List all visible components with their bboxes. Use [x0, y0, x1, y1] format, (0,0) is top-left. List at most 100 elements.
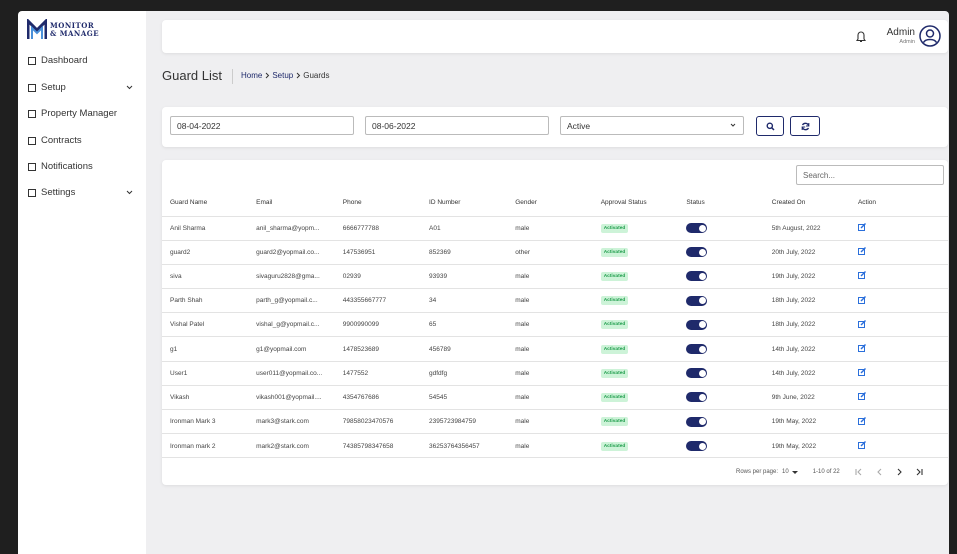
- table-cell: Parth Shah: [162, 288, 249, 313]
- nav-item[interactable]: Notifications: [28, 161, 138, 172]
- approval-badge: Activated: [600, 441, 629, 451]
- action-cell: [849, 433, 948, 458]
- table-cell: 14th July, 2022: [763, 360, 850, 386]
- table-cell: 852369: [421, 239, 508, 265]
- table-cell: 1478523689: [334, 336, 422, 362]
- nav-item[interactable]: Dashboard: [28, 55, 138, 66]
- search-input[interactable]: Search...: [796, 165, 944, 185]
- reset-button[interactable]: [790, 116, 820, 136]
- status-toggle[interactable]: [686, 392, 708, 403]
- breadcrumb-item[interactable]: Home: [241, 71, 263, 80]
- approval-badge: Activated: [600, 320, 629, 330]
- table-row: Vishal Patel vishal_g@yopmail.c... 9900990…: [162, 312, 948, 337]
- table-cell: 5th August, 2022: [763, 215, 850, 241]
- nav-item[interactable]: Settings: [28, 187, 138, 198]
- approval-badge: Activated: [600, 368, 629, 378]
- nav-label: Contracts: [41, 135, 82, 146]
- status-cell: [678, 288, 764, 313]
- action-cell: [849, 408, 948, 434]
- user-name[interactable]: Admin: [886, 27, 915, 38]
- status-toggle[interactable]: [686, 344, 708, 355]
- nav-item[interactable]: Contracts: [28, 135, 138, 146]
- action-cell: [849, 215, 948, 241]
- status-toggle[interactable]: [686, 247, 708, 258]
- main: Admin Admin Guard List Home Setup Guards 0…: [146, 11, 949, 554]
- approval-cell: Activated: [592, 312, 679, 337]
- table-cell: other: [507, 239, 593, 265]
- status-toggle[interactable]: [686, 441, 708, 452]
- table-cell: 74385798347658: [334, 433, 422, 458]
- edit-icon[interactable]: [857, 223, 866, 232]
- table-row: Ironman Mark 3 mark3@stark.com 79858023470…: [162, 408, 948, 434]
- to-date[interactable]: 08-06-2022: [365, 116, 549, 135]
- approval-badge: Activated: [600, 417, 629, 427]
- page-nav[interactable]: [854, 467, 934, 477]
- status-toggle[interactable]: [686, 416, 708, 427]
- table-cell: g1@yopmail.com: [248, 336, 335, 362]
- status-cell: [678, 336, 764, 362]
- table-row: User1 user011@yopmail.co... 1477552 gdfdfg m…: [162, 360, 948, 386]
- search-button[interactable]: [756, 116, 784, 136]
- edit-icon[interactable]: [857, 247, 866, 256]
- table-cell: 4354767686: [334, 384, 422, 410]
- edit-icon[interactable]: [857, 416, 866, 425]
- table-cell: gdfdfg: [421, 360, 508, 386]
- table-cell: male: [507, 433, 593, 458]
- status-toggle[interactable]: [686, 223, 708, 234]
- nav-label: Property Manager: [41, 108, 118, 119]
- table-cell: 02939: [334, 263, 422, 289]
- nav-item[interactable]: Property Manager: [28, 108, 138, 119]
- nav-label: Notifications: [41, 161, 93, 172]
- table-cell: mark2@stark.com: [248, 433, 335, 458]
- table-cell: guard2: [162, 239, 249, 265]
- table-cell: parth_g@yopmail.c...: [248, 288, 335, 313]
- action-cell: [849, 263, 948, 289]
- column-header: Guard Name: [170, 199, 208, 207]
- edit-icon[interactable]: [857, 271, 866, 280]
- breadcrumb-item[interactable]: Setup: [272, 71, 294, 80]
- status-cell: [678, 263, 764, 289]
- table-cell: user011@yopmail.co...: [248, 360, 335, 386]
- table-cell: sivaguru2828@gma...: [248, 263, 335, 289]
- edit-icon[interactable]: [857, 295, 866, 304]
- status-toggle[interactable]: [686, 295, 708, 306]
- approval-badge: Activated: [600, 223, 629, 233]
- page-title: Guard List: [162, 68, 222, 83]
- bell-icon[interactable]: [856, 31, 866, 43]
- edit-icon[interactable]: [857, 441, 866, 450]
- table-cell: 9th June, 2022: [763, 384, 850, 410]
- status-toggle[interactable]: [686, 271, 708, 282]
- approval-badge: Activated: [600, 271, 629, 281]
- table-cell: 147536951: [334, 239, 422, 265]
- from-date[interactable]: 08-04-2022: [170, 116, 354, 135]
- rows-per-page-label: Rows per page:: [736, 469, 779, 475]
- status-cell: [678, 384, 764, 410]
- status-cell: [678, 312, 764, 337]
- table-cell: vikash001@yopmail....: [248, 384, 335, 410]
- approval-badge: Activated: [600, 296, 629, 306]
- status-select[interactable]: Active: [560, 116, 744, 135]
- topbar: Admin Admin: [162, 20, 948, 53]
- status-cell: [678, 239, 764, 265]
- nav-item[interactable]: Setup: [28, 82, 138, 93]
- avatar[interactable]: [919, 25, 941, 47]
- approval-cell: Activated: [592, 384, 679, 410]
- table-row: Parth Shah parth_g@yopmail.c... 4433556677…: [162, 288, 948, 313]
- approval-cell: Activated: [592, 433, 679, 458]
- rows-per-page[interactable]: 10: [782, 469, 789, 475]
- edit-icon[interactable]: [857, 368, 866, 377]
- status-toggle[interactable]: [686, 319, 708, 330]
- nav-label: Settings: [41, 187, 76, 198]
- table-cell: 456789: [421, 336, 508, 362]
- edit-icon[interactable]: [857, 344, 866, 353]
- table-cell: male: [507, 215, 593, 241]
- table-cell: 443355667777: [334, 288, 422, 313]
- status-toggle[interactable]: [686, 368, 708, 379]
- edit-icon[interactable]: [857, 319, 866, 328]
- table-cell: male: [507, 360, 593, 386]
- edit-icon[interactable]: [857, 392, 866, 401]
- table-cell: guard2@yopmail.co...: [248, 239, 335, 265]
- nav-label: Dashboard: [41, 55, 88, 66]
- action-cell: [849, 336, 948, 362]
